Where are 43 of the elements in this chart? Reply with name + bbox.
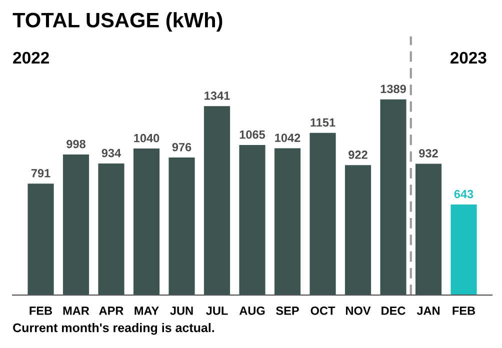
data-label: 934 — [102, 148, 122, 158]
data-label: 1341 — [204, 92, 230, 100]
data-label: 922 — [348, 150, 368, 159]
data-label: 1151 — [310, 118, 336, 127]
bar — [168, 158, 195, 296]
x-tick-label: JAN — [416, 306, 440, 315]
bar — [133, 148, 160, 296]
data-label: 1042 — [275, 134, 300, 142]
bar — [344, 165, 372, 296]
chart-title: TOTAL USAGE (kWh) — [12, 12, 222, 32]
data-label: 791 — [31, 169, 50, 178]
x-tick-label: FEB — [30, 306, 52, 315]
text: Current month's reading is actual. — [13, 323, 214, 335]
data-label: 1065 — [240, 130, 266, 139]
data-label: 932 — [419, 149, 438, 158]
bar — [310, 132, 336, 296]
x-tick-label: AUG — [239, 306, 265, 315]
x-tick-label: SEP — [276, 306, 299, 315]
data-label: 998 — [66, 140, 86, 148]
x-tick-label: OCT — [310, 306, 336, 315]
bar — [28, 184, 54, 296]
text: 2022 — [13, 52, 49, 64]
bar — [380, 99, 406, 296]
x-tick-label: NOV — [346, 306, 371, 315]
data-label: 643 — [454, 190, 474, 198]
bar — [239, 145, 266, 296]
x-tick-label: APR — [99, 306, 124, 315]
data-label: 1040 — [134, 134, 160, 142]
x-tick-label: FEB — [452, 306, 476, 315]
bar — [98, 163, 124, 296]
bar — [415, 164, 442, 296]
bar — [450, 204, 477, 296]
x-tick-label: MAR — [63, 306, 90, 315]
bar — [204, 106, 230, 296]
x-tick-label: DEC — [382, 306, 406, 315]
x-tick-label: MAY — [134, 306, 159, 315]
bar — [274, 148, 301, 296]
text: 2023 — [450, 52, 486, 64]
data-label: 1389 — [380, 84, 406, 94]
x-tick-label: JUN — [170, 306, 193, 315]
x-tick-label: JUL — [206, 306, 228, 315]
data-label: 976 — [172, 142, 192, 152]
bar — [62, 154, 90, 296]
